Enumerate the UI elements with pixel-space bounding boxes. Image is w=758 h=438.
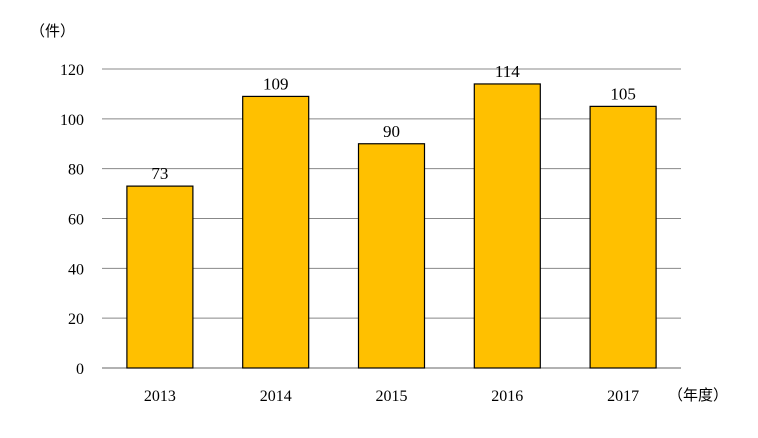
data-label-2013: 73 [151, 164, 168, 183]
category-label-2014: 2014 [260, 388, 292, 405]
bar-2014 [242, 95, 310, 369]
y-tick-label: 120 [60, 62, 84, 79]
data-label-2015: 90 [383, 122, 400, 141]
y-tick-label: 60 [68, 212, 84, 229]
y-tick-label: 0 [76, 361, 84, 378]
data-labels: 73 109 90 114 105 [151, 62, 635, 183]
y-tick-label: 80 [68, 162, 84, 179]
x-axis-unit-label: （年度） [668, 386, 728, 404]
bar-2016 [473, 83, 541, 369]
y-tick-label: 100 [60, 112, 84, 129]
category-label-2017: 2017 [607, 388, 639, 405]
y-tick-label: 40 [68, 261, 84, 278]
y-axis-unit-label: （件） [30, 22, 75, 40]
data-label-2014: 109 [263, 74, 289, 93]
bars [126, 83, 657, 369]
category-label-2016: 2016 [491, 388, 523, 405]
category-label-2013: 2013 [144, 388, 176, 405]
category-labels: 2013 2014 2015 2016 2017 [144, 388, 639, 405]
data-label-2016: 114 [495, 62, 520, 81]
category-label-2015: 2015 [376, 388, 408, 405]
bar-2015 [357, 143, 426, 369]
y-tick-labels: 0 20 40 60 80 100 120 [60, 62, 84, 378]
y-tick-label: 20 [68, 311, 84, 328]
bar-2013 [126, 185, 194, 369]
data-label-2017: 105 [610, 84, 636, 103]
bar-2017 [589, 105, 657, 369]
